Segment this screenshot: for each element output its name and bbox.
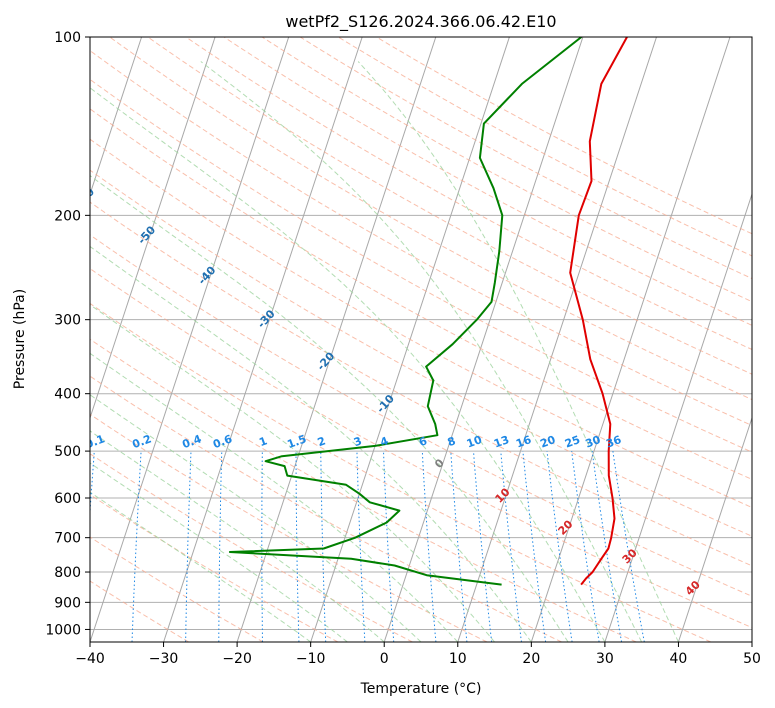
mixing-ratio-line <box>522 451 547 642</box>
moist-adiabat <box>90 430 385 642</box>
moist-adiabat <box>200 61 643 642</box>
isotherm-line <box>530 37 731 642</box>
dry-adiabat <box>338 37 752 257</box>
mixing-ratio-label: 6 <box>417 434 429 449</box>
x-tick-label: −40 <box>75 651 105 667</box>
isotherm-line <box>90 37 290 642</box>
mixing-ratio-line <box>421 451 437 642</box>
mixing-ratio-line <box>546 451 573 642</box>
isotherm-label: -60 <box>74 185 97 209</box>
mixing-ratio-label: 2 <box>316 434 328 449</box>
mixing-ratio-label: 1 <box>257 434 269 449</box>
mixing-ratio-label: 13 <box>492 433 511 450</box>
moist-adiabat <box>90 352 459 642</box>
x-tick-label: −20 <box>222 651 252 667</box>
x-tick-label: 10 <box>449 651 467 667</box>
x-tick-label: 40 <box>670 651 688 667</box>
isotherm-line <box>90 37 216 420</box>
y-tick-label: 600 <box>54 491 81 507</box>
profile-series-line <box>228 37 583 586</box>
dry-adiabat <box>185 37 752 351</box>
plot-frame <box>89 36 753 643</box>
x-tick-label: −30 <box>149 651 179 667</box>
y-tick-label: 500 <box>54 444 81 460</box>
mixing-ratio-line <box>500 451 522 642</box>
x-tick-label: −10 <box>296 651 326 667</box>
moist-adiabat <box>90 491 311 642</box>
y-tick-label: 700 <box>54 531 81 547</box>
dry-adiabat <box>223 37 752 326</box>
x-axis: −40 −30 −20 −10 0 10 20 30 40 50 <box>75 642 761 667</box>
profile-lines <box>228 37 628 586</box>
mixing-ratio-label: 10 <box>465 433 484 451</box>
dry-adiabat <box>109 37 752 401</box>
isotherm-line <box>90 37 143 196</box>
dry-adiabat <box>90 234 752 597</box>
mixing-ratio-line <box>450 451 468 642</box>
x-tick-label: 30 <box>596 651 614 667</box>
y-tick-label: 1000 <box>45 622 81 638</box>
isotherm-line <box>604 192 752 642</box>
y-tick-label: 800 <box>54 565 81 581</box>
isotherm-line <box>383 37 584 642</box>
y-tick-label: 200 <box>54 208 81 224</box>
y-tick-label: 900 <box>54 595 81 611</box>
moist-adiabat <box>90 175 569 642</box>
moist-adiabat <box>90 245 532 642</box>
dry-adiabat-lines <box>90 37 752 642</box>
y-axis: 100 200 300 400 500 600 700 800 900 1000 <box>45 30 90 638</box>
moist-adiabat <box>90 87 606 642</box>
x-tick-label: 0 <box>380 651 389 667</box>
mixing-ratio-label: 3 <box>352 434 364 449</box>
y-tick-label: 300 <box>54 313 81 329</box>
dry-adiabat <box>90 453 413 642</box>
mixing-ratio-label: 36 <box>604 433 623 451</box>
profile-series-line <box>569 37 628 586</box>
isotherm-line <box>457 37 657 642</box>
dry-adiabat <box>90 78 752 453</box>
isotherm-line <box>677 416 752 642</box>
mixing-ratio-label: 1.5 <box>285 432 308 451</box>
chart-title: wetPf2_S126.2024.366.06.42.E10 <box>285 12 556 32</box>
dry-adiabat <box>90 108 752 480</box>
dry-adiabat <box>90 268 752 629</box>
mixing-ratio-line <box>571 451 600 642</box>
mixing-ratio-label: 20 <box>538 433 557 451</box>
mixing-ratio-label: 30 <box>584 433 603 451</box>
x-tick-label: 50 <box>743 651 761 667</box>
mixing-ratio-label: 25 <box>563 433 582 450</box>
moist-adiabat-lines <box>90 61 679 642</box>
mixing-ratio-label: 0.6 <box>211 432 234 451</box>
mixing-ratio-line <box>591 451 623 642</box>
mixing-ratio-lines <box>90 451 645 642</box>
dry-adiabat <box>90 536 264 642</box>
y-axis-title: Pressure (hPa) <box>12 289 28 389</box>
mixing-ratio-label: 16 <box>514 433 533 451</box>
dry-adiabat <box>90 138 752 509</box>
mixing-ratio-label: 0.4 <box>180 432 203 451</box>
mixing-ratio-line <box>473 451 493 642</box>
y-tick-label: 100 <box>54 30 81 46</box>
isotherm-line <box>163 37 363 642</box>
x-tick-label: 20 <box>522 651 540 667</box>
isotherm-line <box>236 37 437 642</box>
dry-adiabat <box>90 302 712 642</box>
mixing-ratio-label: 0.2 <box>131 432 154 451</box>
x-axis-title: Temperature (°C) <box>360 681 482 697</box>
moist-adiabat <box>90 462 348 642</box>
mixing-ratio-label: 4 <box>378 434 390 449</box>
dry-adiabat <box>376 37 752 235</box>
dry-adiabat <box>90 201 752 567</box>
y-tick-label: 400 <box>54 387 81 403</box>
mixing-ratio-label: 8 <box>446 434 458 449</box>
